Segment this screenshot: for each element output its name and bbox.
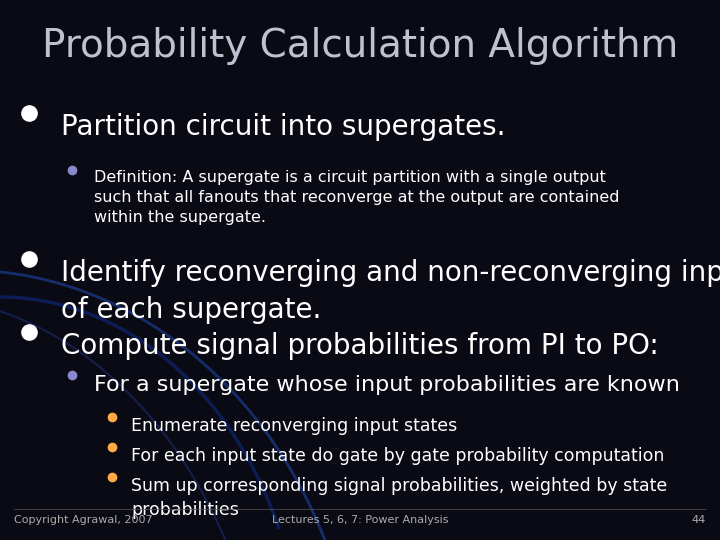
Text: Enumerate reconverging input states: Enumerate reconverging input states	[131, 417, 457, 435]
Text: Probability Calculation Algorithm: Probability Calculation Algorithm	[42, 27, 678, 65]
Text: Partition circuit into supergates.: Partition circuit into supergates.	[61, 113, 505, 141]
Text: 44: 44	[691, 515, 706, 525]
Text: For a supergate whose input probabilities are known: For a supergate whose input probabilitie…	[94, 375, 680, 395]
Text: Compute signal probabilities from PI to PO:: Compute signal probabilities from PI to …	[61, 332, 659, 360]
Text: Sum up corresponding signal probabilities, weighted by state
probabilities: Sum up corresponding signal probabilitie…	[131, 477, 667, 519]
Text: Copyright Agrawal, 2007: Copyright Agrawal, 2007	[14, 515, 153, 525]
Text: For each input state do gate by gate probability computation: For each input state do gate by gate pro…	[131, 447, 665, 465]
Text: Identify reconverging and non-reconverging inputs
of each supergate.: Identify reconverging and non-reconvergi…	[61, 259, 720, 324]
Text: Lectures 5, 6, 7: Power Analysis: Lectures 5, 6, 7: Power Analysis	[271, 515, 449, 525]
Text: Definition: A supergate is a circuit partition with a single output
such that al: Definition: A supergate is a circuit par…	[94, 170, 619, 225]
